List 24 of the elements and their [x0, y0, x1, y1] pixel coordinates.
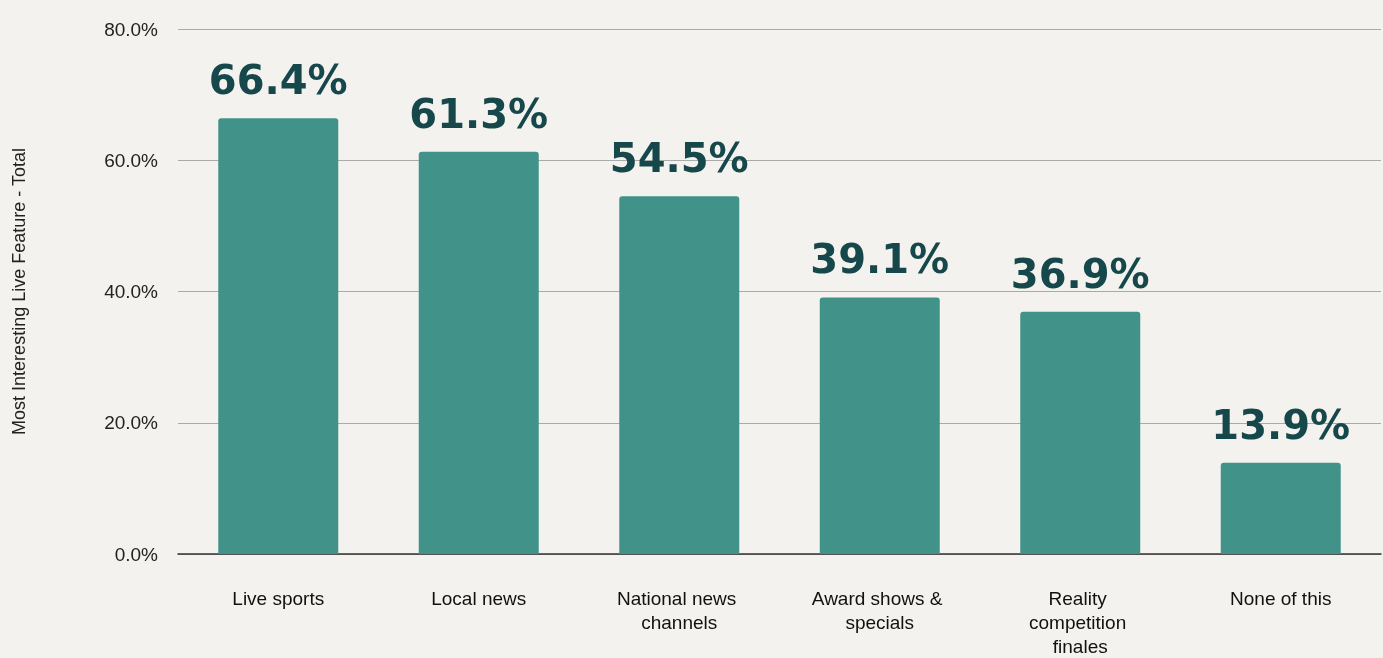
y-tick-label: 40.0%: [104, 281, 159, 302]
bar: [1220, 462, 1341, 554]
bar: [619, 196, 740, 554]
x-tick-label: Live sports: [232, 587, 325, 609]
data-label: 54.5%: [609, 135, 749, 182]
y-tick-label: 20.0%: [104, 412, 159, 434]
x-tick-label: National news channels: [616, 587, 742, 633]
data-label: 66.4%: [208, 57, 348, 104]
bar: [218, 118, 339, 554]
y-tick-label: 0.0%: [114, 543, 159, 565]
data-label: 39.1%: [810, 236, 950, 283]
y-axis-title: Most Interesting Live Feature - Total: [9, 148, 29, 435]
y-tick-label: 60.0%: [104, 149, 159, 171]
bar: [1020, 311, 1141, 554]
x-tick-label: Reality competition finales: [1029, 587, 1132, 657]
y-tick-label: 80.0%: [104, 18, 159, 40]
x-tick-label: Local news: [431, 587, 527, 609]
bar: [819, 297, 940, 554]
data-label: 61.3%: [409, 90, 549, 137]
x-tick-label: Award shows & specials: [811, 587, 948, 633]
data-label: 36.9%: [1010, 250, 1150, 297]
x-tick-label: None of this: [1230, 587, 1332, 609]
bar: [418, 151, 539, 554]
data-label: 13.9%: [1211, 401, 1351, 448]
